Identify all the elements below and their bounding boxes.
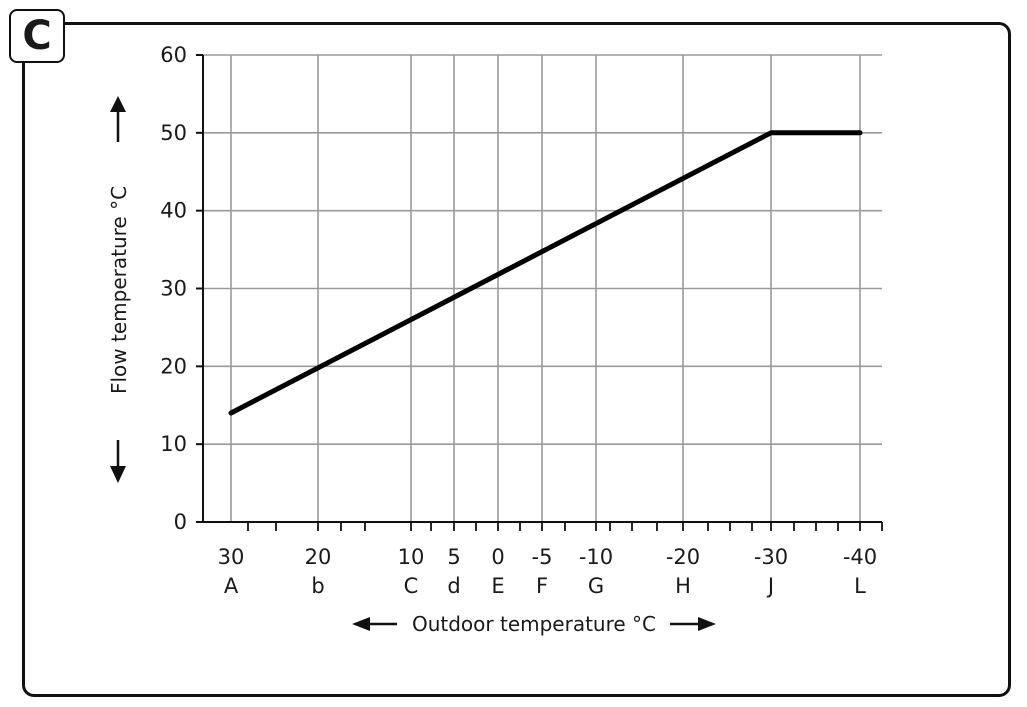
panel-badge: C (9, 9, 65, 63)
y-tick-label: 60 (160, 43, 187, 67)
x-tick-letter: L (854, 574, 866, 598)
y-tick-labels: 0 10 20 30 40 50 60 (160, 43, 187, 534)
x-tick-label: 0 (491, 545, 504, 569)
y-tick-label: 0 (174, 510, 187, 534)
x-axis-arrow-right (670, 617, 716, 631)
series (228, 130, 863, 416)
y-tick-label: 50 (160, 121, 187, 145)
y-axis-arrow-down (110, 440, 126, 483)
y-axis-label: Flow temperature °C (107, 186, 131, 394)
x-tick-labels: 30 A 20 b 10 C 5 d 0 E -5 F -10 G -20 H -30 J -40 L (218, 545, 878, 598)
heating-curve-line (228, 130, 863, 416)
y-tick-label: 20 (160, 354, 187, 378)
x-tick-label: -40 (843, 545, 877, 569)
x-tick-letter: d (447, 574, 460, 598)
x-tick-letter: F (536, 574, 548, 598)
y-tick-label: 30 (160, 277, 187, 301)
x-tick-letter: J (766, 574, 774, 598)
x-axis-label: Outdoor temperature °C (412, 612, 656, 636)
x-tick-label: -30 (754, 545, 788, 569)
x-tick-letter: G (588, 574, 604, 598)
x-tick-letter: H (675, 574, 691, 598)
x-tick-label: 10 (398, 545, 425, 569)
x-tick-letter: A (224, 574, 239, 598)
x-tick-label: -20 (666, 545, 700, 569)
y-axis-arrow-up (110, 96, 126, 142)
x-tick-label: 30 (218, 545, 245, 569)
x-tick-label: 5 (447, 545, 460, 569)
grid (203, 54, 882, 523)
x-tick-label: 20 (305, 545, 332, 569)
x-tick-letter: C (404, 574, 419, 598)
chart-frame (22, 22, 1011, 697)
x-axis-arrow-left (352, 617, 397, 631)
x-tick-letter: E (491, 574, 504, 598)
y-tick-label: 10 (160, 432, 187, 456)
axes (196, 54, 883, 531)
x-tick-label: -10 (579, 545, 613, 569)
x-tick-label: -5 (532, 545, 553, 569)
y-tick-label: 40 (160, 199, 187, 223)
x-tick-letter: b (311, 574, 324, 598)
